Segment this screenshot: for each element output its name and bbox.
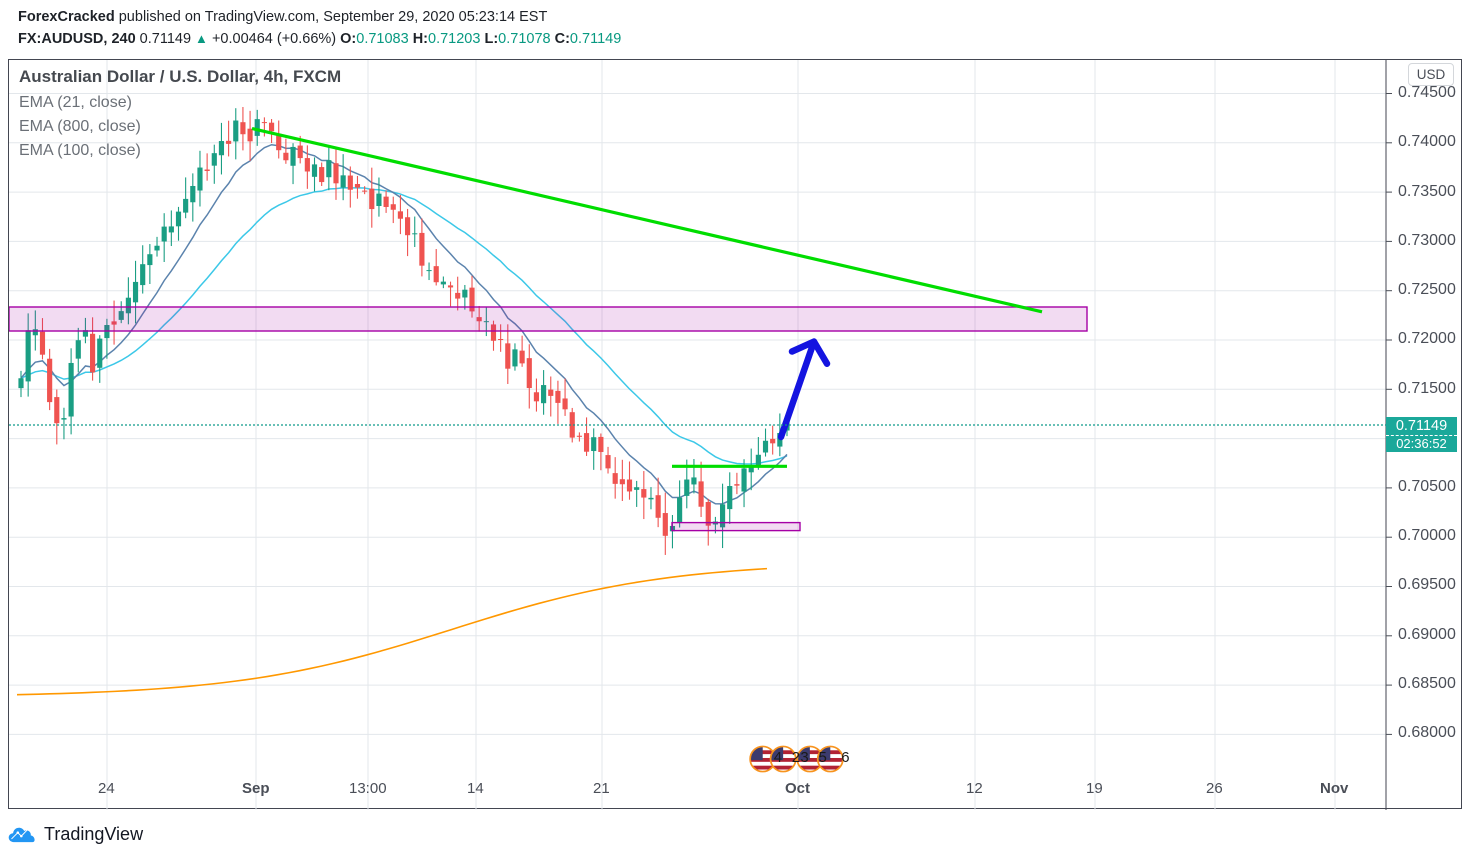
svg-text:2: 2: [792, 749, 800, 766]
svg-text:4: 4: [774, 749, 782, 766]
svg-text:3: 3: [800, 749, 808, 766]
svg-text:5: 5: [819, 749, 827, 766]
svg-text:6: 6: [841, 749, 849, 766]
